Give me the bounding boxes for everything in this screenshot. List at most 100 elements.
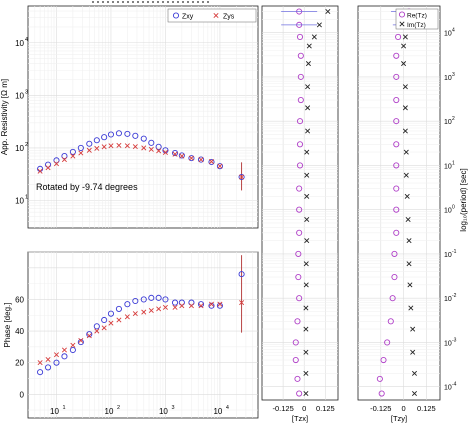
zxy-marker — [107, 310, 115, 317]
im-tz-marker — [405, 216, 411, 222]
zys-marker — [239, 174, 245, 180]
x-axis-label: [Tzy] — [391, 414, 407, 423]
x-axis-label: [Tzx] — [292, 414, 308, 423]
zys-marker — [116, 317, 122, 323]
re-tz-marker — [393, 185, 400, 192]
im-tz-marker — [303, 305, 309, 311]
re-tz-marker — [391, 250, 398, 257]
legend-box — [395, 8, 439, 30]
re-tz-marker — [297, 96, 304, 104]
re-tz-marker — [393, 52, 400, 59]
zxy-marker — [93, 137, 100, 144]
zxy-marker — [132, 297, 139, 305]
zys-marker — [162, 304, 168, 310]
im-tz-marker — [316, 22, 322, 28]
im-tz-marker — [401, 43, 407, 49]
re-tz-marker — [393, 141, 400, 148]
zxy-marker — [44, 364, 52, 371]
y-tick-exponent: 4 — [452, 28, 455, 34]
re-tz-marker — [295, 274, 302, 281]
im-tz-marker — [411, 391, 418, 397]
x-tick-label: 0.125 — [316, 404, 335, 413]
x-tick-label: 0.125 — [417, 404, 436, 413]
zxy-marker — [162, 296, 169, 303]
im-tz-marker — [304, 238, 310, 244]
zxy-marker — [171, 149, 179, 157]
im-tz-marker — [311, 34, 317, 40]
zys-marker — [208, 159, 215, 165]
zys-marker — [61, 157, 67, 163]
zxy-marker — [155, 294, 162, 301]
x-tick-label: 10 — [213, 407, 222, 416]
y-tick-exponent: -1 — [452, 249, 457, 255]
y-tick-label: 40 — [15, 327, 24, 336]
zys-marker — [172, 304, 178, 310]
zys-marker — [53, 352, 60, 358]
zys-marker — [148, 307, 154, 314]
zxy-marker — [101, 134, 108, 141]
zxy-marker — [148, 294, 155, 301]
x-tick-label: -0.125 — [272, 404, 293, 413]
zys-marker — [132, 311, 138, 317]
y-tick-exponent: -3 — [452, 337, 457, 343]
im-tz-marker — [402, 128, 408, 134]
im-tz-marker — [303, 370, 309, 376]
y-tick-exponent: 1 — [452, 160, 455, 166]
zxy-marker — [140, 296, 147, 303]
zxy-marker — [69, 346, 76, 354]
y-tick-label: 10 — [444, 340, 452, 347]
zxy-marker — [208, 302, 215, 309]
zys-marker — [148, 146, 154, 152]
legend-label-zys: Zys — [223, 14, 235, 21]
zys-marker — [116, 142, 122, 148]
zys-marker — [179, 153, 185, 159]
im-tz-marker — [304, 193, 310, 199]
zxy-marker — [107, 131, 115, 138]
y-tick-label: 10 — [15, 39, 24, 48]
y-axis-label: Phase [deg.] — [3, 303, 12, 348]
im-tz-marker — [411, 370, 418, 376]
x-tick-label: 10 — [159, 407, 168, 416]
im-tz-marker — [408, 305, 414, 311]
x-tick-label: 0 — [302, 404, 306, 413]
x-tick-exponent: 4 — [226, 405, 229, 411]
im-tz-marker — [401, 61, 407, 67]
y-tick-label: 10 — [444, 385, 452, 392]
im-tz-marker — [407, 282, 413, 288]
zys-marker — [53, 161, 60, 167]
zxy-marker — [238, 173, 245, 181]
im-tz-marker — [410, 326, 416, 332]
zxy-marker — [178, 152, 185, 159]
x-tick-label: 10 — [50, 407, 59, 416]
zys-marker — [239, 300, 245, 306]
x-tick-label: 0 — [401, 404, 405, 413]
re-tz-marker — [296, 295, 303, 302]
zys-marker — [94, 328, 100, 334]
zxy-marker — [115, 305, 122, 312]
zxy-marker — [188, 155, 195, 162]
y-tick-label: 10 — [444, 252, 452, 259]
zxy-marker — [155, 143, 162, 150]
re-tz-marker — [389, 295, 396, 302]
zxy-marker — [124, 130, 131, 137]
zys-marker — [198, 157, 204, 163]
im-tz-marker — [305, 61, 311, 67]
re-tz-marker — [294, 375, 301, 382]
im-tz-marker — [325, 9, 331, 15]
re-tz-marker — [296, 206, 303, 213]
zys-marker — [45, 165, 51, 171]
im-tz-marker — [402, 105, 408, 111]
y-tick-label: 0 — [20, 390, 25, 399]
legend-marker-zxy — [172, 12, 180, 19]
zys-marker — [86, 333, 92, 339]
legend-label-re: Re(Tz) — [407, 13, 427, 20]
re-tz-marker — [296, 162, 304, 169]
zxy-marker — [148, 139, 155, 146]
axes-frame — [27, 251, 259, 419]
tzx-panel: -0.125 0 0.125 [Tzx] — [261, 5, 339, 423]
zxy-marker — [37, 369, 44, 376]
im-tz-marker — [402, 84, 408, 90]
zxy-marker — [208, 158, 215, 166]
